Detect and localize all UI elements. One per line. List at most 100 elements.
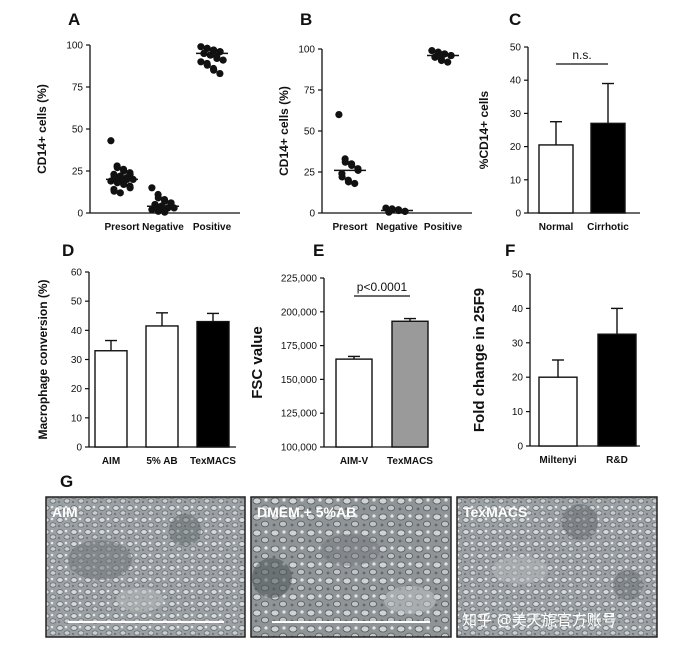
panel-label-f: F xyxy=(505,241,515,260)
y-tick-label: 10 xyxy=(510,175,522,186)
panel-label-e: E xyxy=(313,241,324,260)
data-point xyxy=(335,111,343,119)
data-point xyxy=(170,204,178,212)
x-category-label: AIM-V xyxy=(340,456,369,467)
y-tick-label: 25 xyxy=(304,168,316,179)
micrograph-label: DMEM + 5%AB xyxy=(257,504,356,520)
x-category-label: Normal xyxy=(539,222,574,233)
bar xyxy=(538,144,574,214)
y-tick-label: 40 xyxy=(510,76,522,87)
y-tick-label: 0 xyxy=(77,209,83,220)
y-axis-label: CD14+ cells (%) xyxy=(277,86,291,176)
y-tick-label: 20 xyxy=(512,373,524,384)
bar xyxy=(391,320,429,448)
data-point xyxy=(341,158,349,166)
y-tick-label: 50 xyxy=(72,125,84,136)
bar xyxy=(597,333,637,447)
y-tick-label: 40 xyxy=(71,326,83,337)
data-point xyxy=(216,69,224,78)
data-point xyxy=(197,43,205,51)
y-tick-label: 50 xyxy=(512,270,524,281)
x-category-label: Positive xyxy=(424,222,463,233)
bar xyxy=(196,320,230,448)
y-tick-label: 175,000 xyxy=(281,341,318,352)
micrograph-texmacs: TexMACS 知乎 @美天旎官方账号 xyxy=(456,496,658,638)
panel-label-g: G xyxy=(60,472,73,491)
y-tick-label: 0 xyxy=(309,209,315,220)
x-category-label: Miltenyi xyxy=(539,455,576,466)
data-point xyxy=(338,173,346,181)
y-tick-label: 100 xyxy=(298,45,315,56)
significance-label: n.s. xyxy=(572,48,591,62)
y-tick-label: 75 xyxy=(72,83,84,94)
y-tick-label: 0 xyxy=(517,442,523,453)
micrograph-label: TexMACS xyxy=(463,504,527,520)
panel-label-a: A xyxy=(68,10,80,29)
data-point xyxy=(385,208,393,216)
panel-label-c: C xyxy=(509,10,521,29)
data-point xyxy=(206,51,215,59)
y-tick-label: 0 xyxy=(515,209,521,220)
data-point xyxy=(197,58,205,66)
data-point xyxy=(113,164,121,172)
panel-e-bar-chart: 100,000 125,000 150,000 175,000 200,000 225,0… xyxy=(249,274,433,468)
y-axis-label: FSC value xyxy=(249,326,266,399)
data-point xyxy=(148,206,156,214)
x-category-label: Negative xyxy=(376,222,418,233)
data-point xyxy=(107,137,115,145)
y-tick-label: 20 xyxy=(71,384,83,395)
data-point xyxy=(428,47,436,55)
y-tick-label: 125,000 xyxy=(281,409,318,420)
bar xyxy=(145,325,179,448)
y-tick-label: 50 xyxy=(304,127,316,138)
x-category-label: 5% AB xyxy=(146,456,177,467)
watermark: 知乎 @美天旎官方账号 xyxy=(462,611,617,629)
significance-label: p<0.0001 xyxy=(357,280,408,294)
y-tick-label: 30 xyxy=(510,109,522,120)
y-tick-label: 25 xyxy=(72,167,84,178)
data-point xyxy=(148,184,156,192)
y-axis-label: Fold change in 25F9 xyxy=(471,288,488,432)
y-tick-label: 30 xyxy=(71,355,83,366)
y-tick-label: 10 xyxy=(71,413,83,424)
data-point xyxy=(344,178,353,186)
data-point xyxy=(444,58,452,66)
data-point xyxy=(210,66,218,74)
data-point xyxy=(219,56,227,64)
y-tick-label: 100 xyxy=(66,41,83,52)
data-point xyxy=(437,56,446,65)
panel-c-bar-chart: 0 10 20 30 40 50 %CD14+ cells Normal Cirrhotic n.… xyxy=(477,43,640,233)
bar xyxy=(94,350,128,448)
panel-label-b: B xyxy=(300,10,312,29)
data-point xyxy=(113,179,121,187)
data-point xyxy=(154,194,162,202)
x-category-label: R&D xyxy=(606,455,628,466)
y-tick-label: 60 xyxy=(71,268,83,279)
x-category-label: Positive xyxy=(193,222,232,233)
data-point xyxy=(110,187,118,195)
data-point xyxy=(348,161,356,170)
micrograph-dmem-5ab: DMEM + 5%AB xyxy=(250,496,452,638)
data-point xyxy=(213,54,221,63)
x-category-label: Cirrhotic xyxy=(587,222,629,233)
x-category-label: Presort xyxy=(104,222,140,233)
y-tick-label: 225,000 xyxy=(281,274,318,285)
data-point xyxy=(203,61,211,69)
y-tick-label: 200,000 xyxy=(281,307,318,318)
y-tick-label: 20 xyxy=(510,142,522,153)
y-tick-label: 150,000 xyxy=(281,375,318,386)
data-point xyxy=(431,53,439,61)
y-tick-label: 50 xyxy=(71,297,83,308)
y-axis-label: CD14+ cells (%) xyxy=(35,84,49,174)
x-category-label: TexMACS xyxy=(387,456,433,467)
data-point xyxy=(116,189,124,197)
data-point xyxy=(126,184,134,192)
micrograph-label: AIM xyxy=(52,504,78,520)
data-point xyxy=(120,180,128,189)
x-category-label: Negative xyxy=(142,222,184,233)
micrograph-aim: AIM xyxy=(45,496,246,638)
data-point xyxy=(401,207,409,215)
panel-d-bar-chart: 0 10 20 30 40 50 60 Macrophage conversion (%) AI… xyxy=(36,268,236,468)
y-axis-label: %CD14+ cells xyxy=(477,90,491,169)
